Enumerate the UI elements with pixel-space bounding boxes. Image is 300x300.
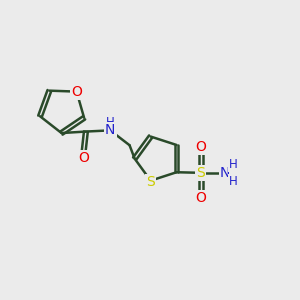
Text: O: O xyxy=(71,85,82,99)
Text: H: H xyxy=(229,158,238,171)
Text: O: O xyxy=(78,151,89,165)
Text: H: H xyxy=(106,116,115,129)
Text: N: N xyxy=(105,123,116,137)
Text: O: O xyxy=(196,191,206,206)
Text: O: O xyxy=(196,140,206,154)
Text: S: S xyxy=(196,166,205,180)
Text: N: N xyxy=(220,166,230,180)
Text: H: H xyxy=(229,175,238,188)
Text: S: S xyxy=(146,175,155,189)
